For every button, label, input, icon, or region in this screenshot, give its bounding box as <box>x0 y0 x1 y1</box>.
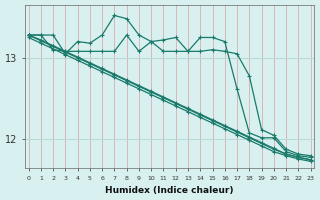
X-axis label: Humidex (Indice chaleur): Humidex (Indice chaleur) <box>105 186 234 195</box>
